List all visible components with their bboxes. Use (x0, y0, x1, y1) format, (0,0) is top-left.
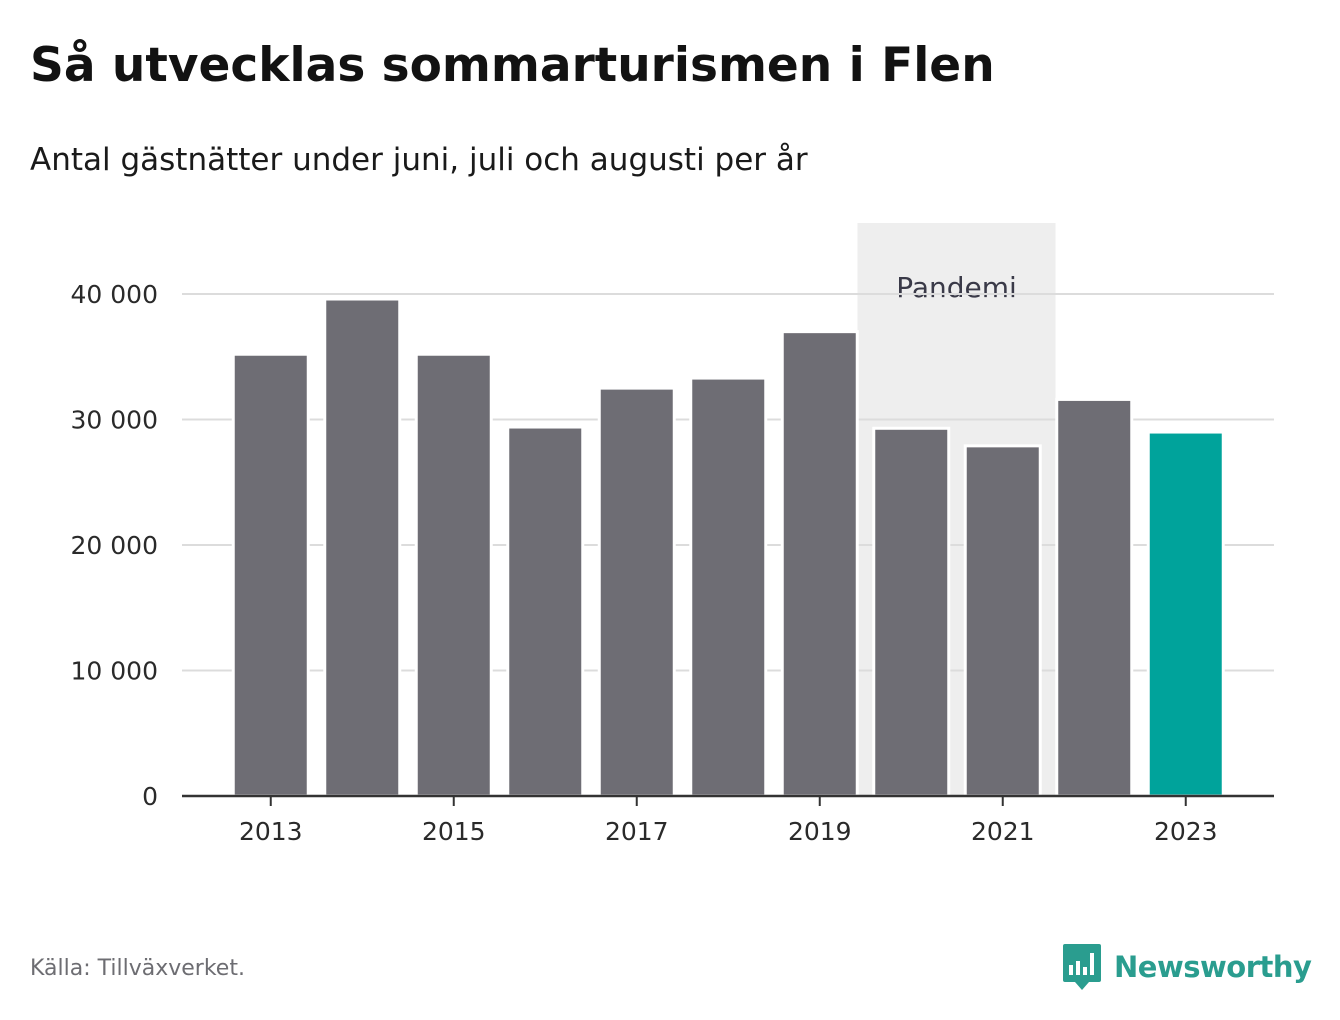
brand-logo[interactable]: Newsworthy (1062, 942, 1312, 992)
newsworthy-logo-icon (1063, 944, 1101, 990)
axis-layer (182, 794, 1274, 806)
y-tick-label: 20 000 (71, 531, 158, 560)
bar-2023 (1146, 430, 1225, 798)
x-tick-label: 2023 (1154, 817, 1218, 846)
bar-2020 (872, 426, 951, 798)
bar-2014 (323, 297, 402, 798)
x-tick-label: 2015 (422, 817, 486, 846)
brand-name: Newsworthy (1114, 950, 1312, 984)
bar-chart: Pandemi 0 10 000 20 000 30 000 40 000 2013 201… (71, 223, 1274, 846)
bar-2021 (963, 444, 1042, 798)
chart-title: Så utvecklas sommarturismen i Flen (30, 38, 995, 93)
y-tick-label: 10 000 (71, 657, 158, 686)
y-tick-label: 0 (142, 782, 158, 811)
x-tick-label: 2021 (971, 817, 1035, 846)
y-tick-label: 30 000 (71, 406, 158, 435)
x-tick-label: 2019 (788, 817, 852, 846)
x-tick-label: 2013 (239, 817, 303, 846)
bar-2015 (414, 352, 493, 798)
bar-2022 (1055, 397, 1134, 798)
bar-2018 (689, 376, 768, 798)
chart-subtitle: Antal gästnätter under juni, juli och au… (30, 142, 808, 178)
annotation-label-pandemi: Pandemi (896, 271, 1017, 304)
bar-2017 (597, 386, 676, 798)
y-tick-label: 40 000 (71, 280, 158, 309)
x-tick-label: 2017 (605, 817, 669, 846)
bar-layer (231, 297, 1225, 798)
source-note: Källa: Tillväxverket. (30, 956, 245, 981)
bar-2016 (506, 425, 585, 798)
bar-2019 (780, 330, 859, 798)
bar-2013 (231, 352, 310, 798)
label-layer: 0 10 000 20 000 30 000 40 000 2013 2015 2017 201… (71, 280, 1218, 846)
